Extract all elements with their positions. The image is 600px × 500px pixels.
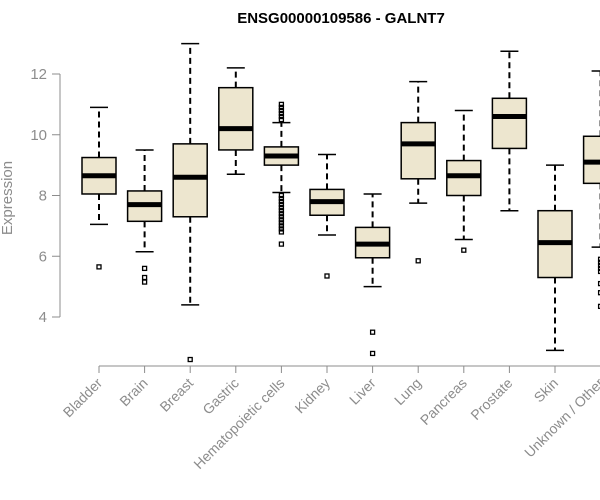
box-group xyxy=(354,193,391,357)
outlier-point xyxy=(278,110,285,117)
x-tick-label: Bladder xyxy=(60,375,106,421)
outlier-point xyxy=(141,265,148,272)
box-group xyxy=(491,50,528,212)
outlier-point xyxy=(597,265,600,272)
outlier-point xyxy=(278,198,285,205)
y-axis-label: Expression xyxy=(0,161,16,235)
outlier-point xyxy=(278,208,285,214)
box-iqr xyxy=(172,143,208,218)
box-iqr xyxy=(218,86,254,151)
outlier-point xyxy=(278,201,285,208)
box-group xyxy=(582,70,600,310)
outlier-point xyxy=(597,303,600,310)
x-tick-label: Skin xyxy=(531,375,562,406)
outlier-point xyxy=(278,101,285,108)
outlier-point xyxy=(278,229,285,235)
outlier-point xyxy=(278,223,285,229)
box-group xyxy=(537,164,573,352)
outlier-point xyxy=(597,268,600,275)
outlier-point xyxy=(278,217,285,223)
outlier-point xyxy=(278,214,285,220)
outlier-point xyxy=(369,329,376,335)
outlier-point xyxy=(597,262,600,269)
outlier-point xyxy=(278,107,285,114)
outlier-point xyxy=(278,192,285,199)
outlier-point xyxy=(278,204,285,211)
y-tick-label: 12 xyxy=(30,66,47,83)
outlier-point xyxy=(96,264,102,270)
outlier-point xyxy=(324,273,330,279)
box-group xyxy=(218,67,254,175)
outlier-point xyxy=(278,226,285,232)
boxes xyxy=(81,42,600,363)
box-iqr xyxy=(400,121,436,180)
x-tick-label: Hematopoietic cells xyxy=(190,375,287,472)
box-group xyxy=(263,101,300,247)
outlier-point xyxy=(278,195,285,202)
box-group xyxy=(446,109,482,253)
x-tick-label: Pancreas xyxy=(417,375,470,428)
outlier-point xyxy=(278,220,285,226)
outlier-point xyxy=(141,274,148,281)
x-tick-label: Gastric xyxy=(199,375,242,418)
box-group xyxy=(400,80,436,264)
box-group xyxy=(309,153,345,279)
outlier-point xyxy=(597,256,600,262)
box-group xyxy=(81,106,117,270)
x-tick-label: Kidney xyxy=(292,375,334,417)
y-tick-label: 4 xyxy=(39,309,47,326)
outlier-point xyxy=(461,247,467,253)
outlier-point xyxy=(278,211,285,217)
outlier-point xyxy=(278,113,285,120)
box-iqr xyxy=(491,97,528,150)
outlier-point xyxy=(187,356,193,363)
outlier-point xyxy=(141,279,148,285)
x-tick-label: Brain xyxy=(116,375,150,409)
x-tick-label: Prostate xyxy=(467,375,515,423)
x-tick-label: Unknown / Other xyxy=(521,375,600,461)
outlier-point xyxy=(278,116,285,123)
y-tick-label: 10 xyxy=(30,127,47,144)
x-tick-label: Liver xyxy=(346,375,379,408)
box-group xyxy=(126,149,163,285)
outlier-point xyxy=(415,258,421,264)
outlier-point xyxy=(278,104,285,111)
x-tick-label: Lung xyxy=(391,375,424,408)
y-tick-label: 6 xyxy=(39,248,47,265)
box-group xyxy=(172,42,208,363)
outlier-point xyxy=(278,241,285,247)
outlier-point xyxy=(597,290,600,296)
outlier-point xyxy=(597,280,600,287)
x-tick-label: Breast xyxy=(156,375,196,415)
outlier-point xyxy=(597,259,600,265)
outlier-point xyxy=(369,350,376,357)
chart-title: ENSG00000109586 - GALNT7 xyxy=(237,10,445,27)
y-tick-label: 8 xyxy=(39,188,47,205)
